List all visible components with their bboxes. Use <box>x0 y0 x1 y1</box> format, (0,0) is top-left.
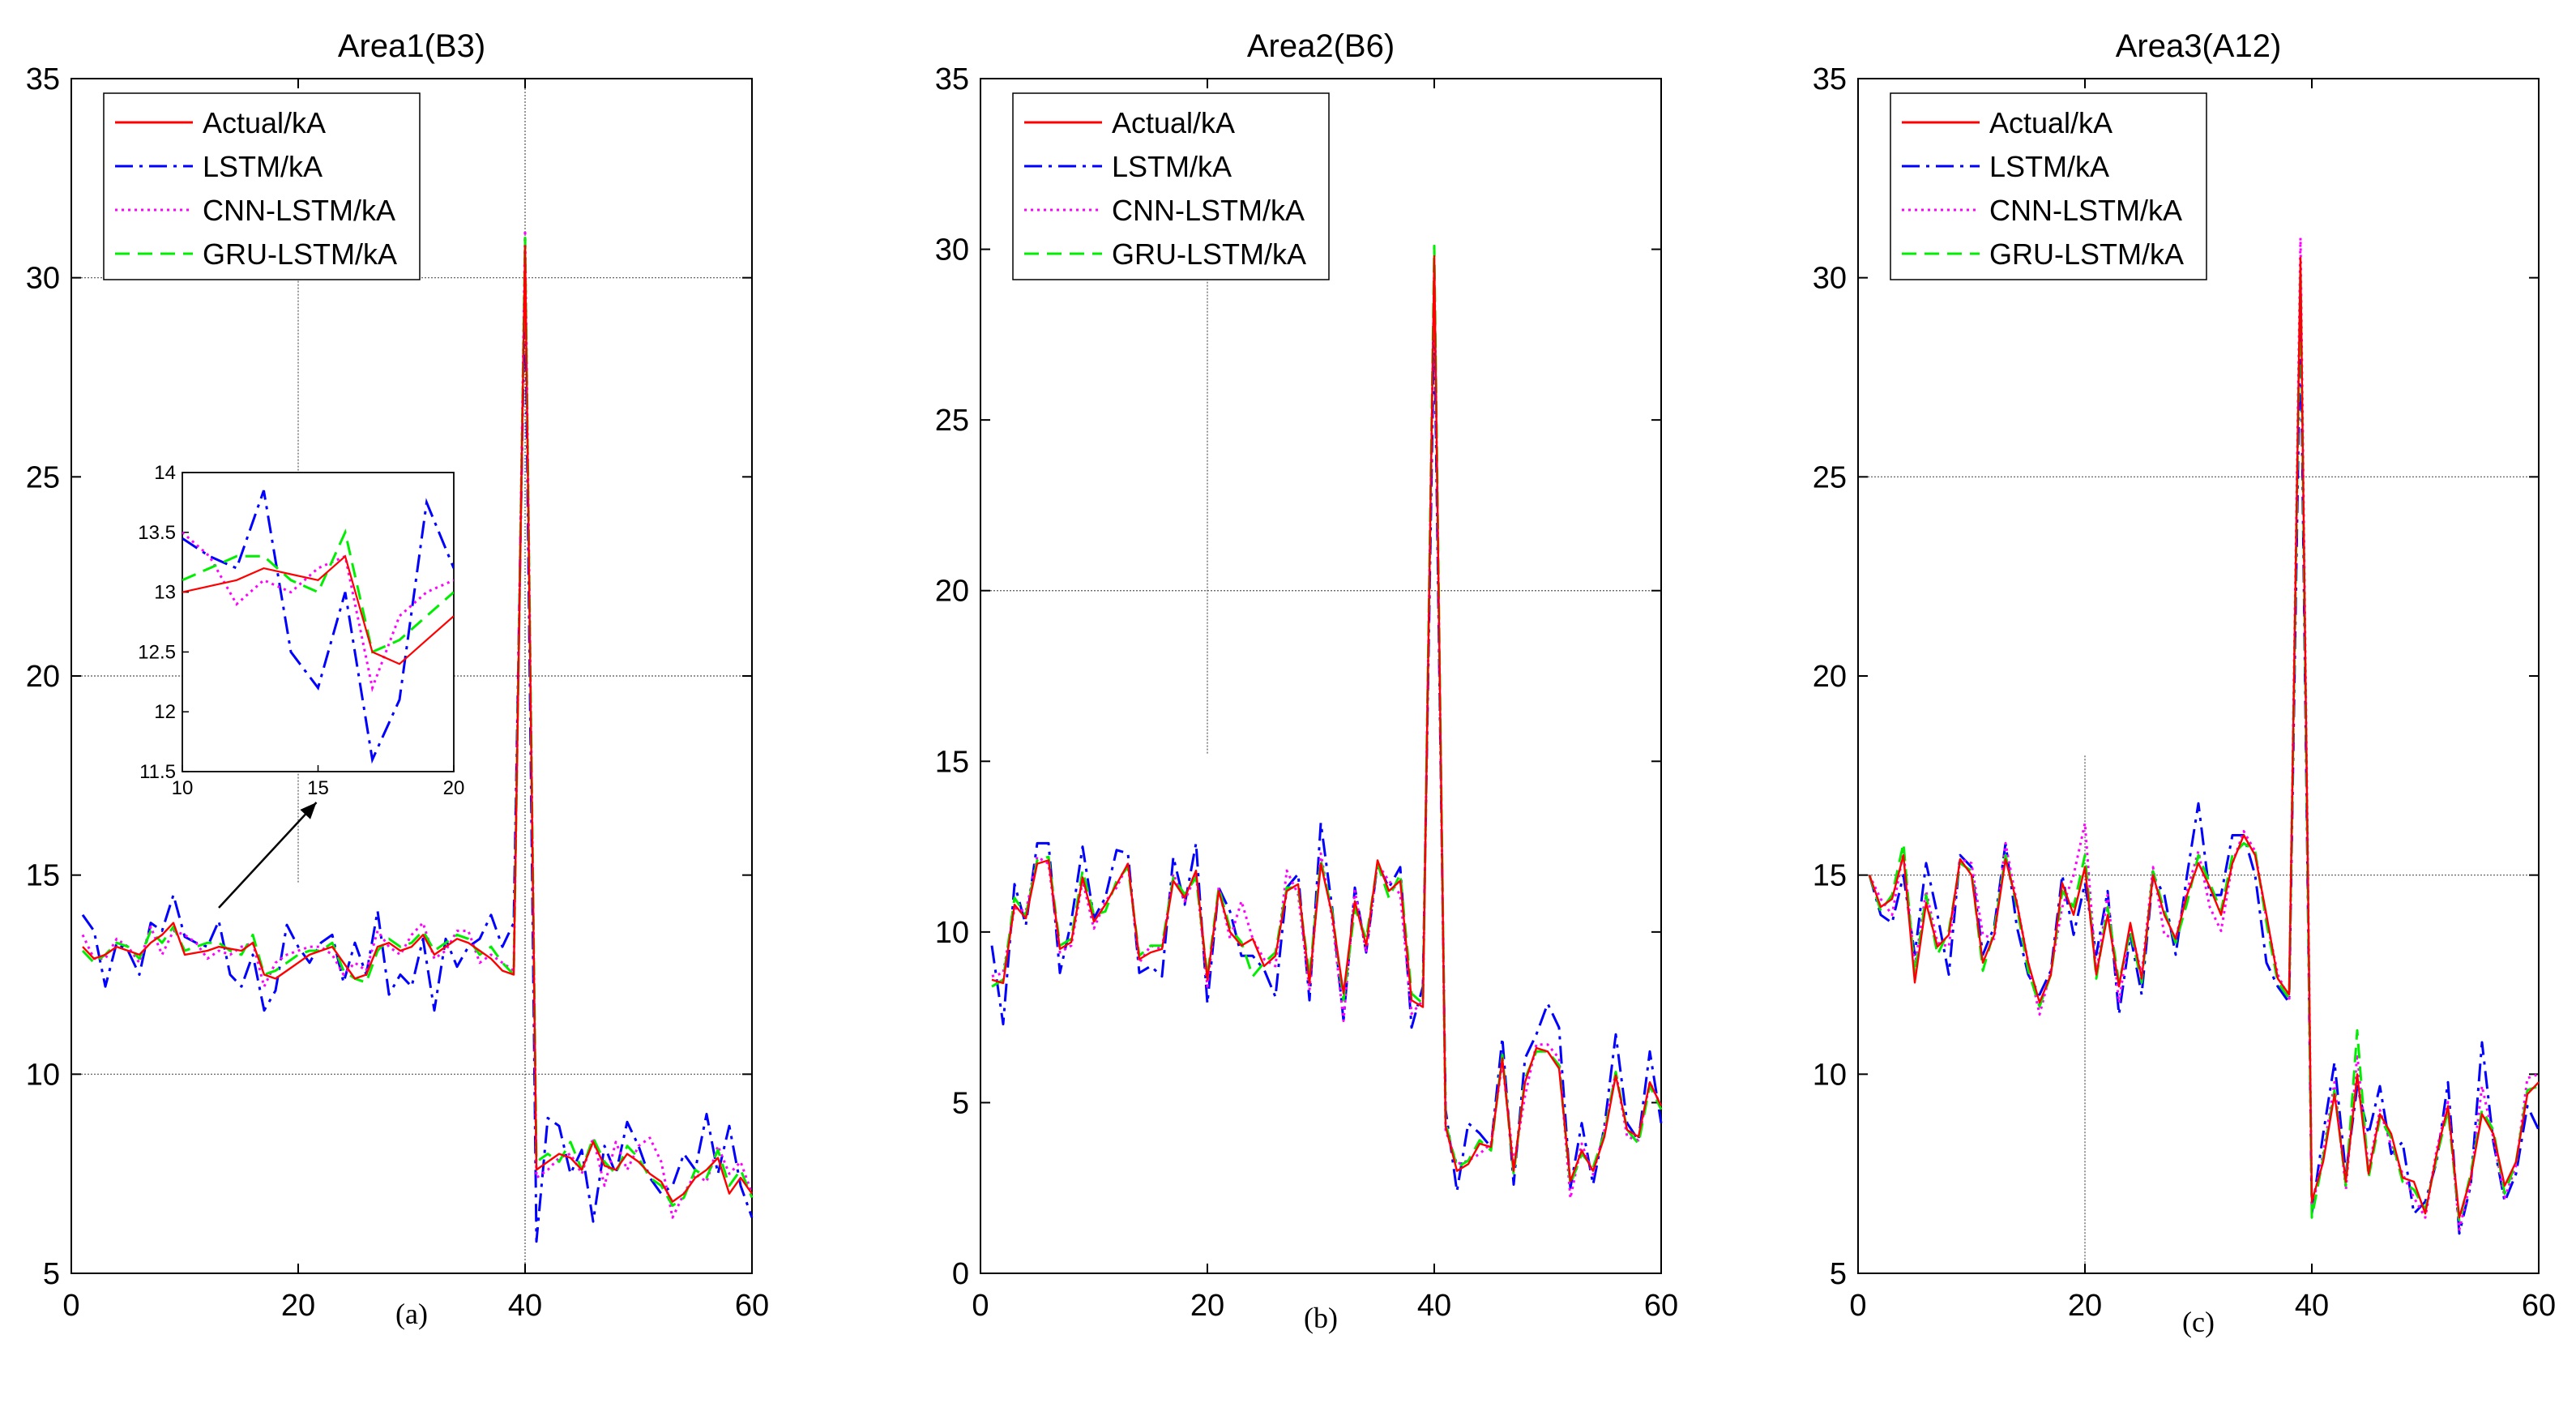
x-tick-label: 0 <box>62 1289 79 1323</box>
inset-x-tick-label: 10 <box>172 777 194 799</box>
inset-y-tick-label: 13 <box>154 582 176 604</box>
inset-y-tick-label: 13.5 <box>138 522 176 544</box>
series-line-actual-ka <box>991 255 1663 1183</box>
x-tick-label: 60 <box>735 1289 769 1323</box>
legend-label: Actual/kA <box>1112 106 1235 139</box>
series-line-gru-lstm-ka <box>1868 268 2540 1223</box>
legend-label: LSTM/kA <box>1112 150 1232 183</box>
inset-series-line <box>182 490 454 764</box>
x-tick-label: 20 <box>1190 1289 1224 1323</box>
panel-area1: 0 20 40 60 5 10 15 20 25 30 35 Area1(B3) (a) Actual/k… <box>26 28 769 1330</box>
y-tick-label: 30 <box>935 233 969 267</box>
x-tick-label: 0 <box>1849 1289 1866 1323</box>
series-line-cnn-lstm-ka <box>81 229 754 1219</box>
y-tick-label: 25 <box>26 460 60 494</box>
legend-box <box>1890 92 2207 280</box>
legend-box <box>103 92 421 280</box>
inset-plot: 10 15 20 11.5 12 12.5 13 13.5 14 <box>138 462 464 799</box>
inset-x-tick-label: 15 <box>307 777 329 799</box>
x-tick-label: 60 <box>2522 1289 2556 1323</box>
y-tick-label: 10 <box>935 916 969 950</box>
legend-label: CNN-LSTM/kA <box>1112 194 1305 227</box>
y-tick-label: 5 <box>1830 1257 1847 1291</box>
legend-label: CNN-LSTM/kA <box>203 194 395 227</box>
chart-title: Area3(A12) <box>2116 28 2282 64</box>
y-tick-label: 35 <box>26 62 60 96</box>
legend-label: GRU-LSTM/kA <box>203 237 397 271</box>
series-line-lstm-ka <box>1868 316 2540 1235</box>
panel-area3: 0 20 40 60 5 10 15 20 25 30 35 Area3(A12) (c) Actual/… <box>1813 28 2556 1338</box>
series-line-gru-lstm-ka <box>81 237 754 1207</box>
series-line-cnn-lstm-ka <box>1868 237 2540 1231</box>
series-line-gru-lstm-ka <box>991 244 1663 1186</box>
chart-title: Area2(B6) <box>1247 28 1395 64</box>
x-tick-label: 40 <box>1417 1289 1451 1323</box>
y-tick-label: 5 <box>43 1257 60 1291</box>
x-tick-label: 40 <box>508 1289 542 1323</box>
y-tick-label: 30 <box>1813 262 1847 296</box>
x-tick-label: 60 <box>1644 1289 1678 1323</box>
inset-lines <box>182 490 454 764</box>
y-tick-label: 30 <box>26 262 60 296</box>
axes-box <box>980 78 1662 1274</box>
inset-arrow-head <box>300 802 317 819</box>
y-tick-label: 15 <box>935 745 969 779</box>
inset-y-tick-label: 12 <box>154 701 176 723</box>
panel-area2: 0 20 40 60 0 5 10 15 20 25 30 35 Area2(B6) (b) Actual/… <box>935 28 1678 1334</box>
legend-label: LSTM/kA <box>1989 150 2109 183</box>
chart-caption: (a) <box>395 1298 428 1330</box>
y-tick-label: 15 <box>26 859 60 893</box>
y-tick-label: 10 <box>26 1058 60 1092</box>
series-line-actual-ka <box>82 245 753 1203</box>
y-tick-label: 20 <box>26 660 60 694</box>
legend-label: GRU-LSTM/kA <box>1989 237 2184 271</box>
inset-y-tick-label: 14 <box>154 462 176 484</box>
series-line-lstm-ka <box>990 316 1663 1193</box>
inset-y-tick-label: 12.5 <box>138 641 176 663</box>
x-tick-label: 20 <box>281 1289 315 1323</box>
y-tick-label: 20 <box>1813 660 1847 694</box>
x-tick-label: 20 <box>2068 1289 2102 1323</box>
inset-box <box>182 472 455 772</box>
legend-label: LSTM/kA <box>203 150 323 183</box>
chart-caption: (b) <box>1304 1302 1338 1334</box>
series-line-lstm-ka <box>81 276 754 1243</box>
legend-label: Actual/kA <box>1989 106 2112 139</box>
inset-y-tick-label: 11.5 <box>139 761 176 783</box>
x-tick-label: 0 <box>972 1289 989 1323</box>
y-tick-label: 25 <box>935 404 969 438</box>
y-tick-label: 35 <box>1813 62 1847 96</box>
chart-title: Area1(B3) <box>338 28 485 64</box>
legend-label: Actual/kA <box>203 106 326 139</box>
y-tick-label: 15 <box>1813 859 1847 893</box>
y-tick-label: 20 <box>935 575 969 609</box>
x-tick-label: 40 <box>2295 1289 2329 1323</box>
inset-series-line <box>182 554 454 665</box>
y-tick-label: 5 <box>952 1086 969 1120</box>
y-tick-label: 0 <box>952 1257 969 1291</box>
legend-box <box>1012 92 1330 280</box>
inset-series-line <box>182 531 454 693</box>
inset-x-tick-label: 20 <box>443 777 465 799</box>
chart-caption: (c) <box>2182 1306 2215 1338</box>
y-tick-label: 25 <box>1813 460 1847 494</box>
inset-series-line <box>182 528 454 654</box>
legend-label: CNN-LSTM/kA <box>1989 194 2182 227</box>
y-tick-label: 35 <box>935 62 969 96</box>
series-line-actual-ka <box>1868 256 2540 1219</box>
y-tick-label: 10 <box>1813 1058 1847 1092</box>
inset-arrow-line <box>218 802 318 909</box>
legend-label: GRU-LSTM/kA <box>1112 237 1306 271</box>
